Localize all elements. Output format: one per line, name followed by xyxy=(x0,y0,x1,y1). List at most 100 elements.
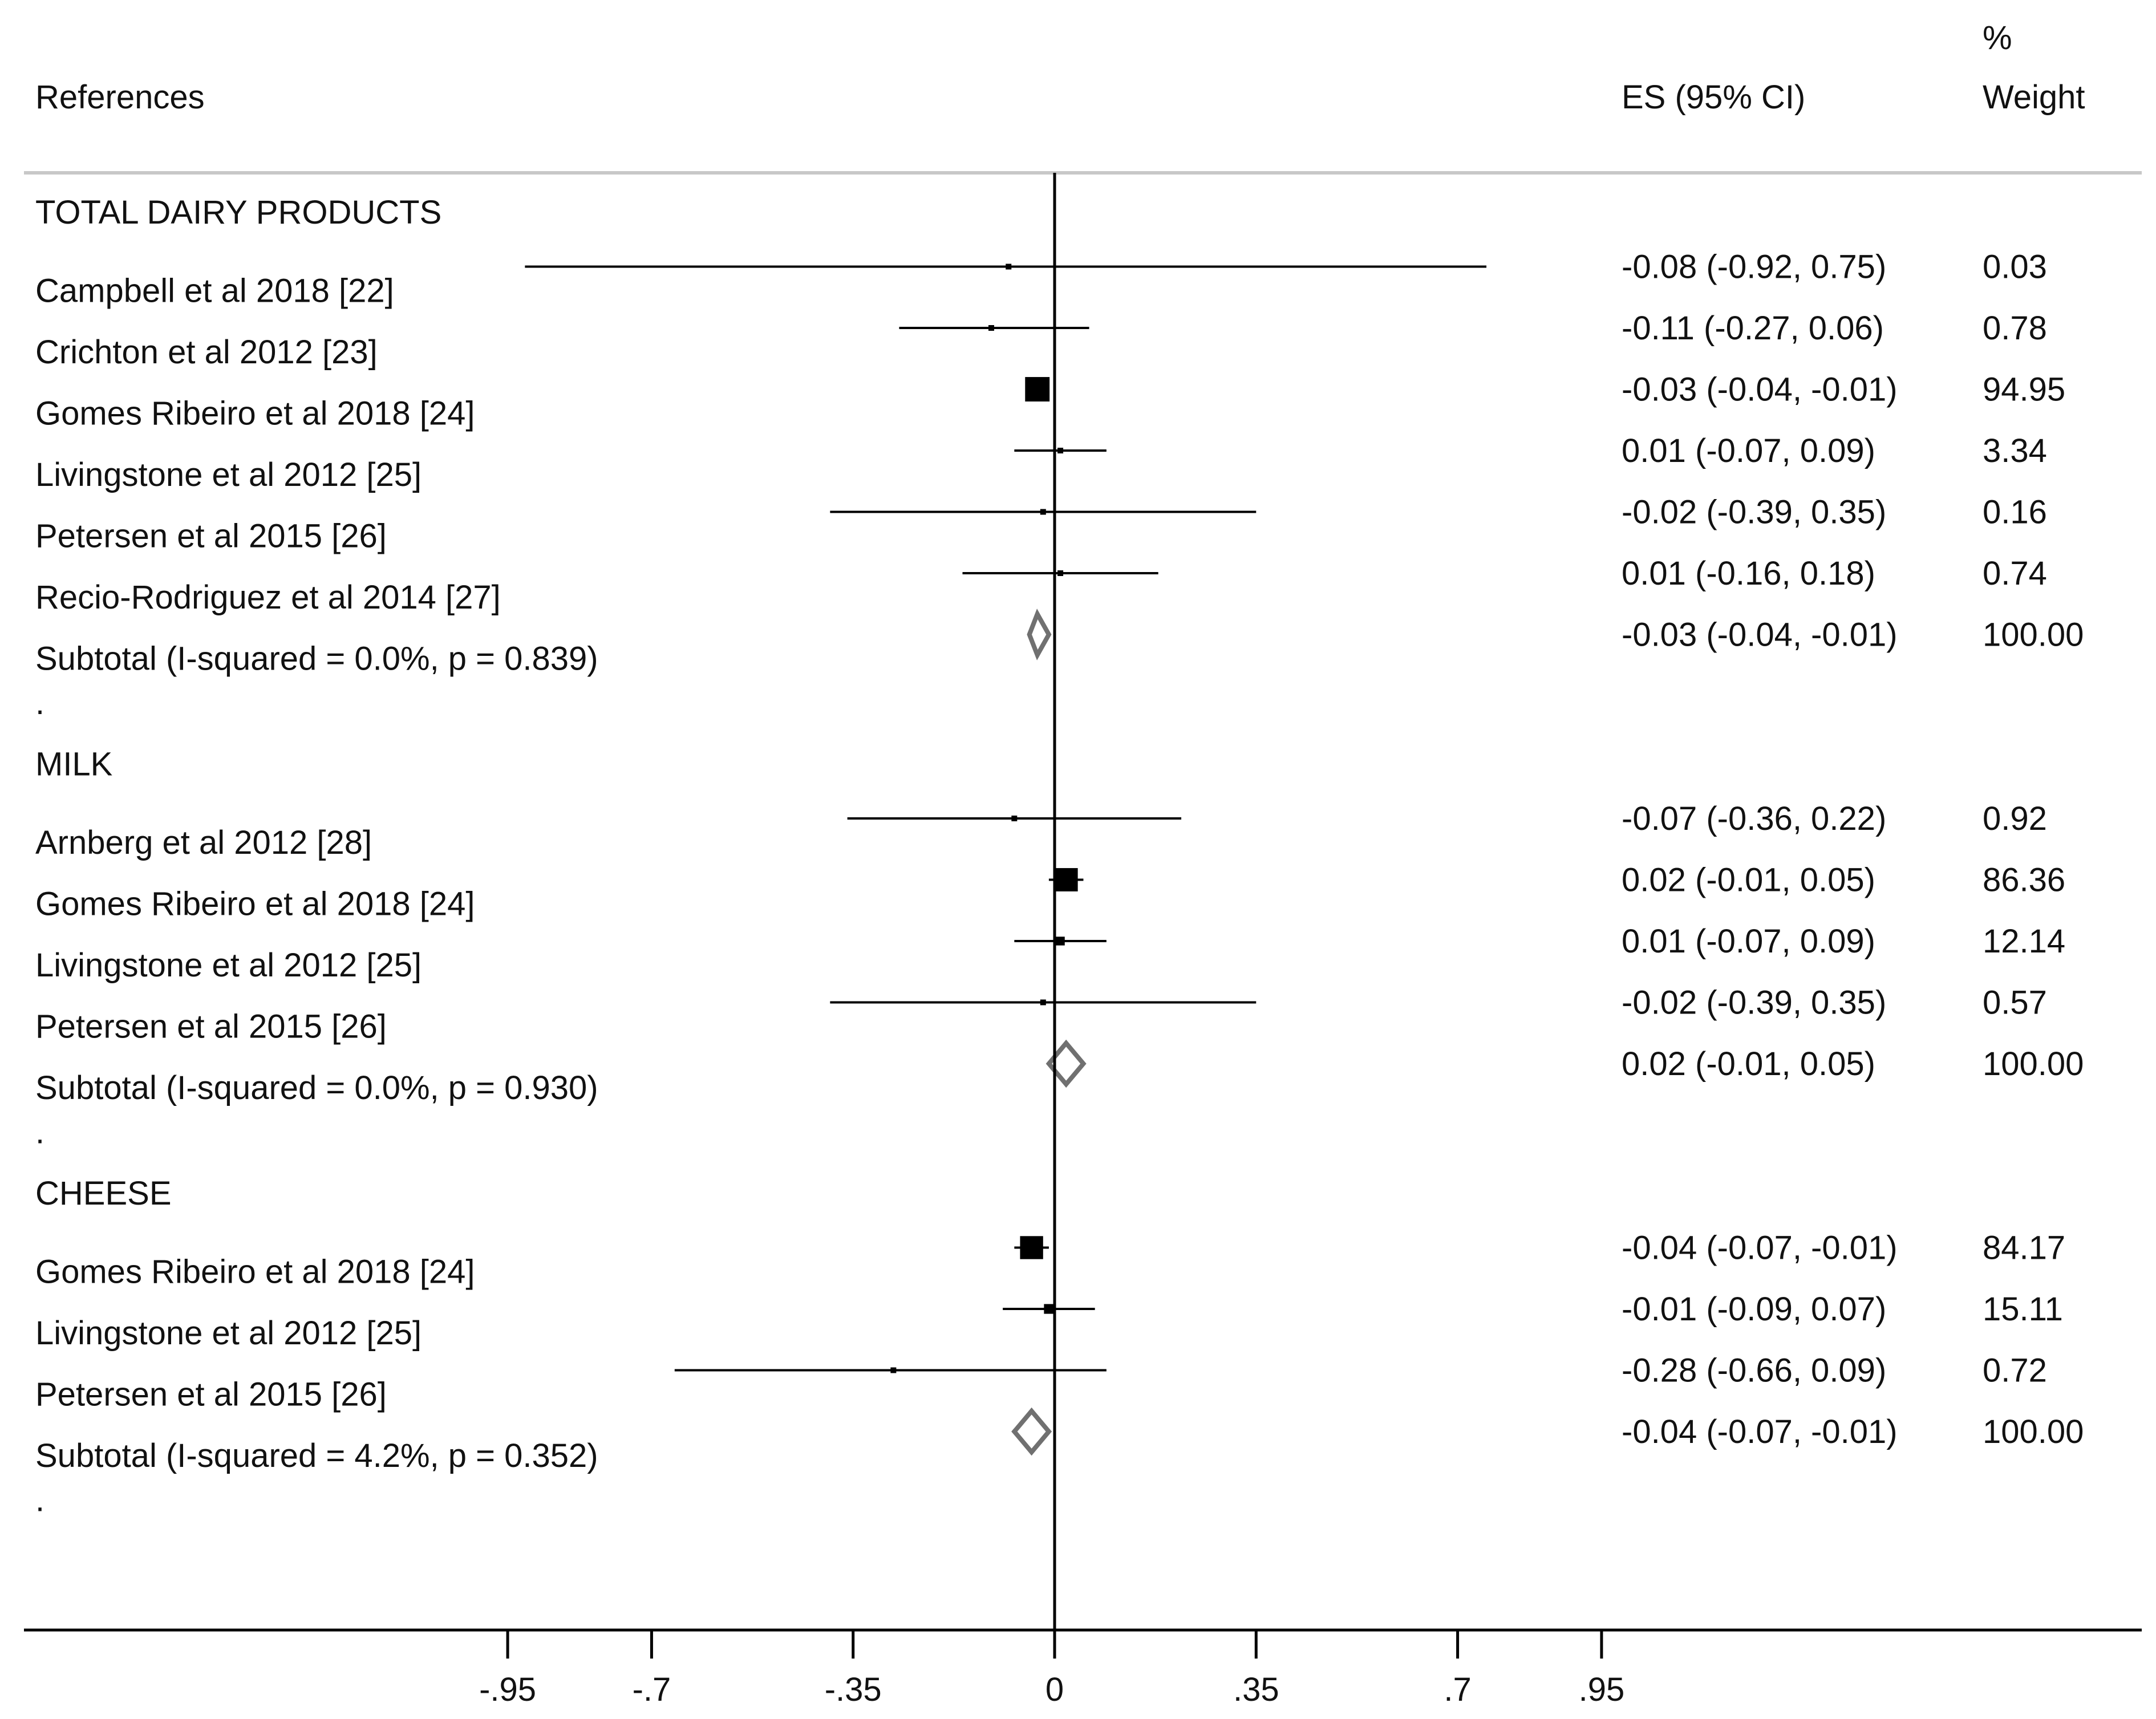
group-heading: CHEESE xyxy=(35,1175,172,1212)
x-tick-label: .7 xyxy=(1444,1671,1471,1708)
row-label: Arnberg et al 2012 [28] xyxy=(35,824,372,861)
effect-size-marker xyxy=(890,1367,897,1373)
effect-size-marker xyxy=(1020,1236,1043,1259)
es-ci-value: -0.03 (-0.04, -0.01) xyxy=(1622,371,1898,408)
forest-row-subtotal: Subtotal (I-squared = 0.0%, p = 0.839) -0… xyxy=(35,609,2084,678)
row-label: Crichton et al 2012 [23] xyxy=(35,334,378,371)
es-ci-value: -0.02 (-0.39, 0.35) xyxy=(1622,984,1886,1021)
x-tick-label: 0 xyxy=(1045,1671,1064,1708)
forest-row-study: Petersen et al 2015 [26] -0.02 (-0.39, 0.… xyxy=(35,494,2047,555)
spacer-dot: . xyxy=(35,1482,44,1519)
forest-row-spacer: . xyxy=(35,1114,44,1151)
es-ci-value: -0.11 (-0.27, 0.06) xyxy=(1622,310,1884,347)
group-heading: TOTAL DAIRY PRODUCTS xyxy=(35,194,441,231)
forest-row-study: Recio-Rodriguez et al 2014 [27] 0.01 (-0.… xyxy=(35,555,2047,616)
forest-row-study: Crichton et al 2012 [23] -0.11 (-0.27, 0.… xyxy=(35,310,2047,371)
table-header: References ES (95% CI) % Weight xyxy=(35,19,2085,116)
es-ci-value: -0.28 (-0.66, 0.09) xyxy=(1622,1352,1886,1389)
subtotal-diamond xyxy=(1011,1407,1052,1456)
es-ci-value: 0.01 (-0.07, 0.09) xyxy=(1622,923,1875,960)
es-ci-value: 0.02 (-0.01, 0.05) xyxy=(1622,862,1875,899)
spacer-dot: . xyxy=(35,1114,44,1151)
forest-row-study: Gomes Ribeiro et al 2018 [24] 0.02 (-0.01… xyxy=(35,862,2065,923)
es-ci-value: -0.08 (-0.92, 0.75) xyxy=(1622,249,1886,286)
row-label: Subtotal (I-squared = 4.2%, p = 0.352) xyxy=(35,1437,598,1474)
weight-value: 12.14 xyxy=(1983,923,2065,960)
x-tick-label: .35 xyxy=(1233,1671,1279,1708)
forest-row-study: Livingstone et al 2012 [25] 0.01 (-0.07, … xyxy=(35,432,2047,493)
es-ci-value: 0.02 (-0.01, 0.05) xyxy=(1622,1045,1875,1083)
row-label: Petersen et al 2015 [26] xyxy=(35,518,387,555)
row-label: Subtotal (I-squared = 0.0%, p = 0.930) xyxy=(35,1069,598,1106)
weight-value: 84.17 xyxy=(1983,1230,2065,1267)
forest-row-subtotal: Subtotal (I-squared = 4.2%, p = 0.352) -0… xyxy=(35,1407,2084,1474)
es-ci-header: ES (95% CI) xyxy=(1622,79,1805,116)
forest-row-spacer: . xyxy=(35,1482,44,1519)
weight-value: 94.95 xyxy=(1983,371,2065,408)
es-ci-value: -0.04 (-0.07, -0.01) xyxy=(1622,1230,1898,1267)
weight-value: 0.92 xyxy=(1983,800,2047,837)
weight-value: 0.16 xyxy=(1983,494,2047,531)
forest-row-group: CHEESE xyxy=(35,1175,172,1212)
weight-value: 0.78 xyxy=(1983,310,2047,347)
subtotal-diamond xyxy=(1045,1039,1087,1088)
weight-header-percent: % xyxy=(1983,19,2012,56)
weight-value: 0.57 xyxy=(1983,984,2047,1021)
effect-size-marker xyxy=(1040,999,1046,1006)
forest-row-study: Gomes Ribeiro et al 2018 [24] -0.03 (-0.0… xyxy=(35,371,2065,432)
effect-size-marker xyxy=(1044,1304,1054,1314)
effect-size-marker xyxy=(1011,816,1018,821)
es-ci-value: -0.07 (-0.36, 0.22) xyxy=(1622,800,1886,837)
effect-size-marker xyxy=(1006,263,1012,270)
forest-row-study: Livingstone et al 2012 [25] 0.01 (-0.07, … xyxy=(35,923,2065,984)
forest-rows: TOTAL DAIRY PRODUCTS Campbell et al 2018 … xyxy=(35,194,2084,1519)
effect-size-marker xyxy=(1054,868,1078,891)
row-label: Livingstone et al 2012 [25] xyxy=(35,456,422,493)
effect-size-marker xyxy=(1040,509,1046,515)
effect-size-marker xyxy=(988,325,994,331)
weight-header-label: Weight xyxy=(1983,79,2085,116)
row-label: Gomes Ribeiro et al 2018 [24] xyxy=(35,886,475,923)
weight-value: 100.00 xyxy=(1983,617,2084,654)
x-tick-label: -.7 xyxy=(633,1671,671,1708)
spacer-dot: . xyxy=(35,684,44,721)
group-heading: MILK xyxy=(35,746,113,783)
row-label: Campbell et al 2018 [22] xyxy=(35,273,394,310)
weight-value: 15.11 xyxy=(1983,1291,2063,1328)
x-tick-label: .95 xyxy=(1579,1671,1625,1708)
weight-value: 0.74 xyxy=(1983,555,2047,592)
effect-size-marker xyxy=(1057,448,1064,453)
weight-value: 100.00 xyxy=(1983,1413,2084,1450)
row-label: Gomes Ribeiro et al 2018 [24] xyxy=(35,1254,475,1291)
row-label: Subtotal (I-squared = 0.0%, p = 0.839) xyxy=(35,640,598,678)
effect-size-marker xyxy=(1025,377,1050,402)
weight-value: 86.36 xyxy=(1983,862,2065,899)
forest-row-study: Petersen et al 2015 [26] -0.28 (-0.66, 0.… xyxy=(35,1352,2047,1413)
row-label: Gomes Ribeiro et al 2018 [24] xyxy=(35,395,475,432)
row-label: Petersen et al 2015 [26] xyxy=(35,1008,387,1045)
x-axis: -.95 -.7 -.35 0 .35 .7 .95 xyxy=(479,1630,1624,1708)
row-label: Livingstone et al 2012 [25] xyxy=(35,1315,422,1352)
weight-value: 100.00 xyxy=(1983,1045,2084,1083)
row-label: Petersen et al 2015 [26] xyxy=(35,1376,387,1413)
effect-size-marker xyxy=(1056,936,1065,946)
forest-row-group: MILK xyxy=(35,746,113,783)
forest-row-group: TOTAL DAIRY PRODUCTS xyxy=(35,194,441,231)
weight-value: 0.03 xyxy=(1983,249,2047,286)
row-label: Recio-Rodriguez et al 2014 [27] xyxy=(35,579,501,616)
forest-row-study: Gomes Ribeiro et al 2018 [24] -0.04 (-0.0… xyxy=(35,1230,2065,1291)
es-ci-value: 0.01 (-0.16, 0.18) xyxy=(1622,555,1875,592)
references-header: References xyxy=(35,79,205,116)
es-ci-value: -0.04 (-0.07, -0.01) xyxy=(1622,1413,1898,1450)
es-ci-value: -0.02 (-0.39, 0.35) xyxy=(1622,494,1886,531)
forest-row-study: Petersen et al 2015 [26] -0.02 (-0.39, 0.… xyxy=(35,984,2047,1045)
es-ci-value: -0.03 (-0.04, -0.01) xyxy=(1622,617,1898,654)
weight-value: 0.72 xyxy=(1983,1352,2047,1389)
x-tick-label: -.95 xyxy=(479,1671,536,1708)
es-ci-value: -0.01 (-0.09, 0.07) xyxy=(1622,1291,1886,1328)
subtotal-diamond xyxy=(1027,609,1052,660)
es-ci-value: 0.01 (-0.07, 0.09) xyxy=(1622,432,1875,469)
forest-row-study: Campbell et al 2018 [22] -0.08 (-0.92, 0.… xyxy=(35,249,2047,310)
weight-value: 3.34 xyxy=(1983,432,2047,469)
row-label: Livingstone et al 2012 [25] xyxy=(35,947,422,984)
